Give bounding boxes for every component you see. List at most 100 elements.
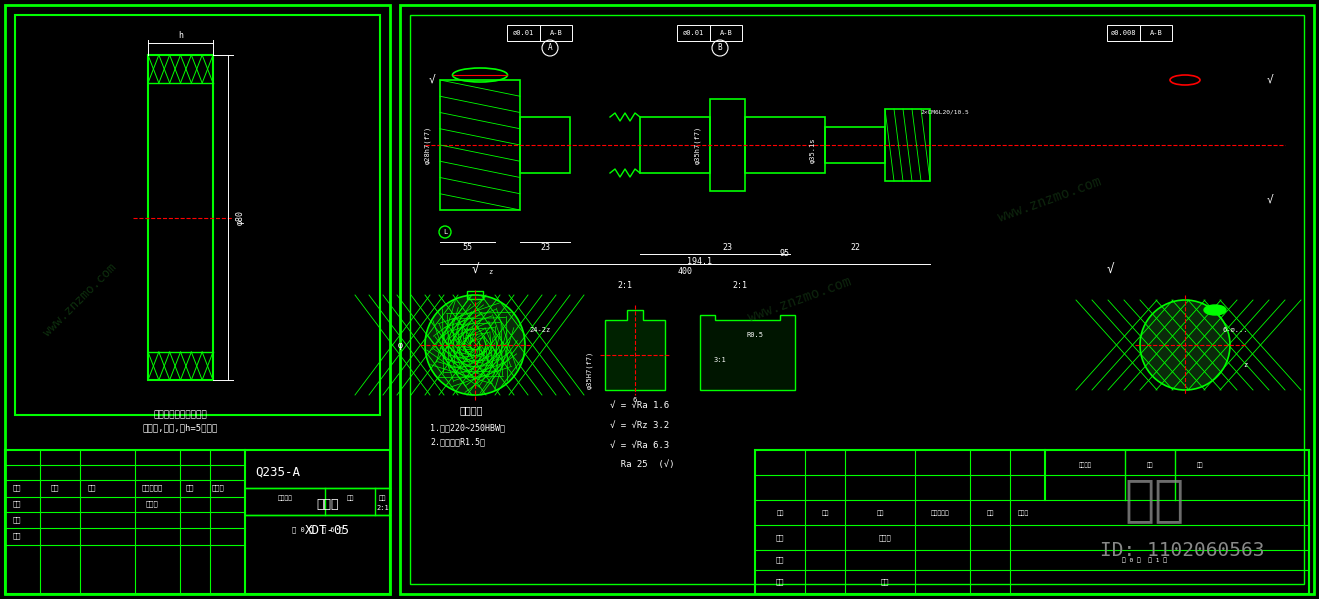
Text: XDT-05: XDT-05 [305,524,350,537]
Text: www.znzmo.com: www.znzmo.com [747,275,853,325]
Bar [754,450,1308,594]
Text: 24-2z: 24-2z [529,327,550,333]
Text: √: √ [429,75,435,85]
Text: 22: 22 [849,244,860,253]
Text: 6-⌀...: 6-⌀... [1223,327,1248,333]
Text: A-B: A-B [550,30,563,36]
Text: 年月日: 年月日 [211,485,224,491]
Bar [1108,25,1173,41]
Text: √: √ [1266,195,1273,205]
Text: 重量: 重量 [1146,462,1153,468]
Text: 2:1: 2:1 [732,280,748,289]
Text: 更改文件号: 更改文件号 [141,485,162,491]
Bar [520,117,570,173]
Text: ⌀0.008: ⌀0.008 [1111,30,1137,36]
Text: φ28h7(f7): φ28h7(f7) [425,126,431,164]
Bar [5,5,390,594]
Text: 194.1: 194.1 [687,258,712,267]
Text: 阶段标记: 阶段标记 [277,495,293,501]
Text: 比例: 比例 [379,495,386,501]
Text: B: B [718,44,723,53]
Text: 23: 23 [721,244,732,253]
Text: 签名: 签名 [186,485,194,491]
Text: √ = √Rz 3.2: √ = √Rz 3.2 [609,420,669,429]
Polygon shape [700,315,795,390]
Bar [5,450,390,594]
Text: 调整环: 调整环 [317,498,339,512]
Text: √: √ [471,264,479,277]
Bar [824,127,885,163]
Text: 共 0 页  第 6 页: 共 0 页 第 6 页 [291,527,343,533]
Text: φ35H7(f7): φ35H7(f7) [587,351,594,389]
Bar [15,15,380,415]
Text: 标准化: 标准化 [145,501,158,507]
Text: 工艺: 工艺 [776,579,785,585]
Text: 95: 95 [780,250,790,259]
Text: 审核: 审核 [776,556,785,563]
Text: 审核: 审核 [13,517,21,524]
Polygon shape [605,310,665,390]
Text: 未注倒角锐边与轴之轴: 未注倒角锐边与轴之轴 [153,410,207,419]
Bar [745,117,824,173]
Bar [678,25,743,41]
Text: 更改文件号: 更改文件号 [931,510,950,516]
Text: z: z [1242,362,1248,368]
Text: 共 0 页  第 1 页: 共 0 页 第 1 页 [1122,557,1167,563]
Text: 6: 6 [633,397,637,403]
Text: φ35.1s: φ35.1s [810,137,816,163]
Text: h: h [178,31,183,40]
Text: L: L [443,229,447,235]
Circle shape [1140,300,1231,390]
Text: 55: 55 [462,244,472,253]
Text: 3:1: 3:1 [714,357,727,363]
Ellipse shape [1204,305,1225,315]
Text: A-B: A-B [1150,30,1162,36]
Text: 知末: 知末 [1125,476,1186,524]
Text: z: z [488,269,492,275]
Text: www.znzmo.com: www.znzmo.com [41,261,119,339]
Text: 标准化: 标准化 [878,535,892,541]
Text: ⌀0.01: ⌀0.01 [683,30,704,36]
Text: 重量: 重量 [347,495,353,501]
Bar [410,15,1304,584]
Text: ⌀0.01: ⌀0.01 [513,30,534,36]
Text: 年月日: 年月日 [1017,510,1029,516]
Text: 批准: 批准 [881,579,889,585]
Text: R0.5: R0.5 [747,332,764,338]
Text: A-B: A-B [720,30,732,36]
Bar [640,117,710,173]
Text: 设计: 设计 [13,501,21,507]
Text: 标记: 标记 [13,485,21,491]
Text: √: √ [1107,264,1113,277]
Text: 2:1: 2:1 [376,505,389,511]
Text: 工艺: 工艺 [13,533,21,539]
Bar [710,99,745,191]
Text: 设计: 设计 [776,535,785,541]
Text: √ = √Ra 6.3: √ = √Ra 6.3 [609,440,669,449]
Text: φ: φ [397,340,402,349]
Circle shape [425,295,525,395]
Bar [148,55,212,380]
Text: www.znzmo.com: www.znzmo.com [996,175,1104,225]
Text: 数量: 数量 [50,485,59,491]
Text: Q235-A: Q235-A [255,465,299,479]
Text: 2×CM6L20/10.5: 2×CM6L20/10.5 [921,110,969,114]
Text: 标记: 标记 [777,510,783,516]
Text: Ra 25  (√): Ra 25 (√) [609,461,674,470]
Bar [467,291,483,299]
Bar [400,5,1314,594]
Text: 阶段标记: 阶段标记 [1079,462,1092,468]
Text: A: A [547,44,553,53]
Text: 比例: 比例 [1196,462,1203,468]
Text: 2.未注圆角R1.5。: 2.未注圆角R1.5。 [430,437,485,446]
Text: 2:1: 2:1 [617,280,633,289]
Text: φ35h7(f7): φ35h7(f7) [695,126,702,164]
Text: 分区: 分区 [88,485,96,491]
Text: ID: 1102060563: ID: 1102060563 [1100,540,1265,559]
Text: 数量: 数量 [822,510,828,516]
Text: 400: 400 [678,268,692,277]
Bar [885,109,930,181]
Text: 签名: 签名 [987,510,993,516]
Text: 分区: 分区 [876,510,884,516]
Text: 23: 23 [539,244,550,253]
